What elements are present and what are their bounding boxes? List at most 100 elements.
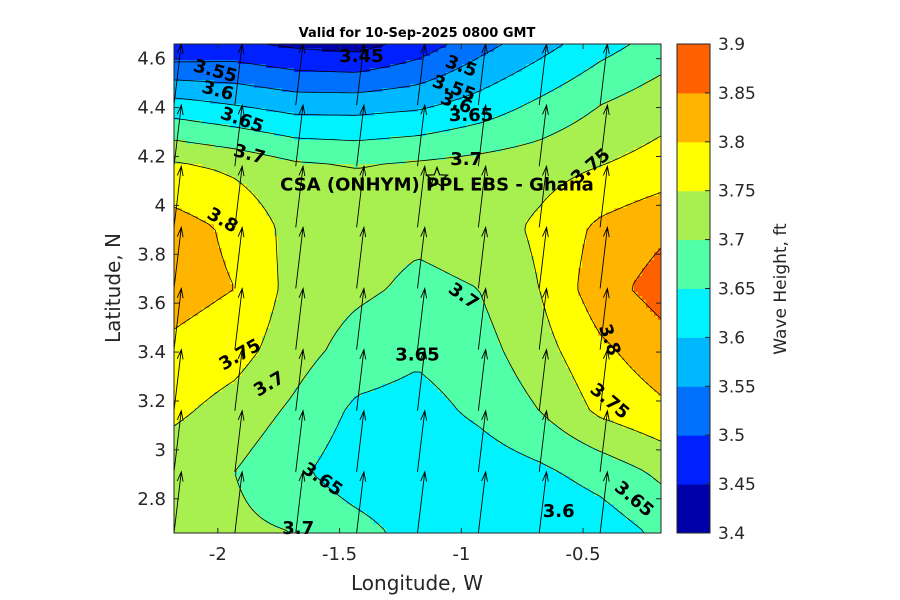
contour-fill-cell <box>586 400 661 405</box>
contour-fill-cell <box>354 164 359 169</box>
contour-fill-cell <box>186 140 535 145</box>
current-vector-arrow <box>356 44 367 106</box>
contour-fill-cell <box>446 396 531 401</box>
contour-fill-cell <box>174 284 235 289</box>
contour-fill-cell <box>266 64 391 69</box>
contour-fill-cell <box>538 460 627 465</box>
contour-fill-cell <box>514 372 571 377</box>
contour-fill-cell <box>274 308 355 313</box>
contour-fill-cell <box>634 148 661 153</box>
contour-fill-cell <box>174 300 215 305</box>
contour-fill-cell <box>422 56 479 61</box>
contour-fill-cell <box>554 132 661 137</box>
contour-fill-cell <box>538 96 619 101</box>
contour-fill-cell <box>282 408 347 413</box>
contour-fill-cell <box>330 440 499 445</box>
current-vector-arrow <box>356 470 367 533</box>
contour-fill-cell <box>314 468 555 473</box>
contour-fill-cell <box>582 172 661 177</box>
contour-fill-cell <box>306 376 403 381</box>
contour-fill-cell <box>174 504 251 509</box>
current-vector-arrow <box>174 44 184 106</box>
current-vector-arrow <box>538 225 549 289</box>
contour-fill-cell <box>566 364 631 369</box>
contour-fill-cell <box>302 380 395 385</box>
contour-fill-cell <box>594 324 661 329</box>
contour-fill-cell <box>174 168 215 173</box>
contour-fill-cell <box>614 420 661 425</box>
contour-fill-cell <box>214 224 275 229</box>
contour-fill-cell <box>474 284 539 289</box>
contour-fill-cell <box>238 476 319 481</box>
contour-fill-cell <box>246 500 347 505</box>
contour-fill-cell <box>642 296 661 301</box>
contour-fill-cell <box>174 368 243 373</box>
contour-fill-cell <box>430 52 487 57</box>
current-vector-arrow <box>356 164 367 228</box>
contour-fill-cell <box>222 388 295 393</box>
contour-fill-cell <box>646 380 661 385</box>
contour-fill-cell <box>562 356 623 361</box>
contour-fill-cell <box>474 92 547 97</box>
contour-fill-cell <box>274 228 527 233</box>
current-vector-arrow <box>234 286 245 350</box>
contour-fill-cell <box>502 344 559 349</box>
contour-fill-cell <box>422 372 515 377</box>
x-axis-ticks: -2 -1.5 -1 -0.5 <box>209 44 601 565</box>
contour-fill-cell <box>174 348 259 353</box>
contour-fill-cell <box>546 312 591 317</box>
contour-fill-cell <box>514 368 571 373</box>
contour-fill-cell <box>174 144 215 149</box>
contour-fill-cell <box>254 508 359 513</box>
contour-fill-cell <box>582 396 661 401</box>
current-vector-arrow <box>538 44 549 106</box>
colorbar-swatch <box>677 288 710 338</box>
contour-fill-cell <box>582 72 661 77</box>
contour-fill-cell <box>326 484 583 489</box>
contour-fill-cell <box>582 440 661 445</box>
contour-fill-cell <box>174 248 223 253</box>
contour-fill-cell <box>582 260 651 265</box>
contour-fill-cell <box>654 388 661 393</box>
contour-fill-cell <box>174 316 191 321</box>
contour-label: 3.6 <box>543 501 575 522</box>
contour-fill-cell <box>486 52 547 57</box>
contour-fill-cell <box>174 192 255 197</box>
contour-fill-cell <box>174 404 199 409</box>
contour-fill-cell <box>174 260 227 265</box>
contour-fill-cell <box>526 236 587 241</box>
contour-fill-cell <box>438 48 495 53</box>
contour-fill-cell <box>174 472 235 477</box>
contour-fill-cell <box>554 336 603 341</box>
contour-fill-cell <box>582 296 643 301</box>
contour-fill-cell <box>270 312 351 317</box>
contour-fill-cell <box>226 268 279 273</box>
contour-fill-cell <box>522 104 599 109</box>
contour-fill-cell <box>562 184 661 189</box>
contour-fill-cell <box>406 60 471 65</box>
contour-fill-cell <box>594 412 661 417</box>
contour-fill-cell <box>286 400 351 405</box>
contour-fill-cell <box>598 60 661 65</box>
contour-fill-cell <box>574 120 661 125</box>
contour-fill-cell <box>442 268 535 273</box>
contour-fill-cell <box>566 80 647 85</box>
contour-fill-cell <box>174 528 287 533</box>
contour-fill-cell <box>526 228 587 233</box>
contour-fill-cell <box>634 280 661 285</box>
contour-fill-cell <box>330 436 495 441</box>
contour-fill-cell <box>570 476 655 481</box>
contour-fill-cell <box>230 280 279 285</box>
contour-fill-cell <box>582 300 647 305</box>
contour-fill-cell <box>526 392 583 397</box>
contour-fill-cell <box>494 48 555 53</box>
contour-fill-cell <box>610 344 661 349</box>
contour-fill-cell <box>174 92 475 97</box>
contour-fill-cell <box>534 212 607 217</box>
contour-fill-cell <box>278 272 399 277</box>
contour-fill-cell <box>578 388 655 393</box>
contour-fill-cell <box>538 272 579 277</box>
contour-fill-cell <box>618 352 661 357</box>
contour-fill-cell <box>218 240 279 245</box>
contour-fill-cell <box>590 112 661 117</box>
